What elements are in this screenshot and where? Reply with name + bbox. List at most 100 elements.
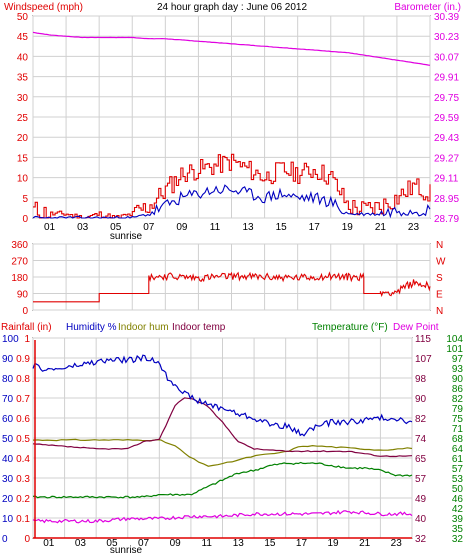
hour-tick-label: 01 [43, 538, 55, 549]
outdoor-temp-tick-label: 35 [452, 524, 464, 535]
hour-tick-label: 15 [276, 222, 288, 233]
outdoor-temp-tick-label: 39 [452, 514, 464, 525]
hour-tick-label: 07 [138, 538, 150, 549]
outdoor-temp-tick-label: 101 [446, 344, 463, 355]
rainfall-tick-label: 0.8 [16, 374, 30, 385]
humidity-tick-label: 10 [2, 514, 14, 525]
chart-title: 24 hour graph day : June 06 2012 [157, 2, 308, 13]
windspeed-tick-label: 20 [17, 133, 29, 144]
panel-1-series [32, 31, 431, 219]
barometer-tick-label: 29.11 [434, 174, 459, 185]
windspeed-tick-label: 0 [22, 214, 28, 225]
humidity-line [32, 354, 413, 437]
barometer-axis-label: Barometer (in.) [394, 2, 461, 13]
direction-tick-label: 360 [11, 240, 28, 251]
rainfall-axis-label: Rainfall (in) [1, 322, 52, 333]
direction-tick-label: 270 [11, 257, 28, 268]
sunrise-label-bottom: sunrise [110, 545, 143, 556]
humidity-axis-label: Humidity % [66, 322, 117, 333]
outdoor-temp-tick-label: 57 [452, 464, 464, 475]
humidity-ticks: 0 10 20 30 40 50 60 70 80 90 100 [2, 334, 19, 545]
hour-tick-label: 23 [408, 222, 420, 233]
panel-3-series [32, 340, 413, 539]
compass-tick-label: N [436, 306, 443, 317]
barometer-tick-label: 28.79 [434, 214, 459, 225]
outdoor-temp-tick-label: 93 [452, 364, 464, 375]
hour-tick-label: 03 [77, 222, 89, 233]
dew-point-axis-label: Dew Point [393, 322, 439, 333]
humidity-tick-label: 90 [2, 354, 14, 365]
windspeed-tick-label: 45 [17, 32, 29, 43]
hour-tick-label: 13 [242, 222, 254, 233]
hour-tick-label: 21 [375, 222, 387, 233]
windspeed-tick-label: 10 [17, 174, 29, 185]
indoor-temp-tick-label: 32 [415, 534, 427, 545]
outdoor-temp-tick-label: 50 [452, 484, 464, 495]
direction-tick-label: 90 [17, 290, 29, 301]
hour-tick-label: 15 [264, 538, 276, 549]
hour-tick-label: 11 [202, 538, 213, 549]
hour-tick-label: 19 [342, 222, 354, 233]
outdoor-temp-tick-label: 32 [452, 534, 464, 545]
hour-tick-label: 17 [309, 222, 321, 233]
windspeed-tick-label: 50 [17, 12, 29, 23]
indoor-temp-tick-label: 115 [415, 334, 431, 345]
direction-degree-ticks: 0 90 180 270 360 [11, 240, 28, 317]
rainfall-tick-label: 0 [24, 534, 30, 545]
hour-tick-label: 03 [75, 538, 87, 549]
outdoor-temp-tick-label: 46 [452, 494, 464, 505]
hour-tick-label: 11 [210, 222, 221, 233]
windspeed-axis-label: Windspeed (mph) [4, 2, 83, 13]
hour-tick-label: 19 [327, 538, 339, 549]
indoor-humidity-line [32, 438, 413, 467]
outdoor-temp-tick-label: 53 [452, 474, 464, 485]
compass-tick-label: E [436, 290, 443, 301]
barometer-line [32, 31, 431, 66]
outdoor-temp-tick-label: 61 [452, 454, 464, 465]
barometer-ticks: 28.79 28.95 29.11 29.27 29.43 29.59 29.75 29.91… [434, 12, 459, 225]
panel-2-series [33, 271, 431, 303]
panel-1-hour-ticks: 01 03 05 07 09 11 13 15 17 19 21 23 [44, 222, 419, 233]
outdoor-temp-tick-label: 82 [452, 394, 464, 405]
outdoor-temp-tick-label: 104 [446, 334, 463, 345]
rainfall-tick-label: 0.3 [16, 474, 30, 485]
windspeed-tick-label: 30 [17, 93, 29, 104]
barometer-tick-label: 28.95 [434, 194, 459, 205]
rainfall-tick-label: 0.2 [16, 494, 30, 505]
windspeed-tick-label: 15 [17, 153, 29, 164]
rainfall-tick-label: 0.7 [16, 394, 30, 405]
humidity-tick-label: 50 [2, 434, 14, 445]
indoor-temp-tick-label: 65 [415, 454, 427, 465]
outdoor-temp-tick-label: 68 [452, 434, 464, 445]
indoor-temp-tick-label: 107 [415, 354, 432, 365]
rainfall-ticks: 0 0.1 0.2 0.3 0.4 0.5 0.6 0.7 0.8 0.9 1 [16, 334, 30, 545]
hour-tick-label: 05 [110, 222, 122, 233]
hour-tick-label: 13 [233, 538, 245, 549]
indoor-temp-tick-label: 90 [415, 394, 427, 405]
rainfall-tick-label: 0.5 [16, 434, 30, 445]
direction-tick-label: 180 [11, 273, 28, 284]
panel-3-hour-ticks: 01 03 05 07 09 11 13 15 17 19 21 23 [43, 538, 402, 549]
barometer-tick-label: 30.23 [434, 32, 459, 43]
temperature-line [32, 461, 413, 499]
indoor-temp-tick-label: 57 [415, 474, 427, 485]
panel-3-grid [32, 337, 413, 539]
windspeed-tick-label: 5 [22, 194, 28, 205]
hour-tick-label: 05 [106, 538, 118, 549]
dew-point-line [32, 509, 413, 524]
humidity-temperature-panel: Rainfall (in) Humidity % Indoor hum Indo… [1, 322, 463, 556]
hour-tick-label: 21 [359, 538, 371, 549]
indoor-temp-tick-label: 82 [415, 414, 427, 425]
wind-average-line [32, 184, 431, 219]
rainfall-tick-label: 0.9 [16, 354, 30, 365]
barometer-tick-label: 29.43 [434, 133, 459, 144]
rainfall-tick-label: 0.4 [16, 454, 30, 465]
outdoor-temp-tick-label: 86 [452, 384, 464, 395]
temperature-axis-label: Temperature (°F) [312, 322, 388, 333]
indoor-temp-tick-label: 74 [415, 434, 427, 445]
indoor-temp-axis-label: Indoor temp [172, 322, 226, 333]
rainfall-tick-label: 0.6 [16, 414, 30, 425]
outdoor-temp-tick-label: 90 [452, 374, 464, 385]
windspeed-tick-label: 35 [17, 73, 29, 84]
